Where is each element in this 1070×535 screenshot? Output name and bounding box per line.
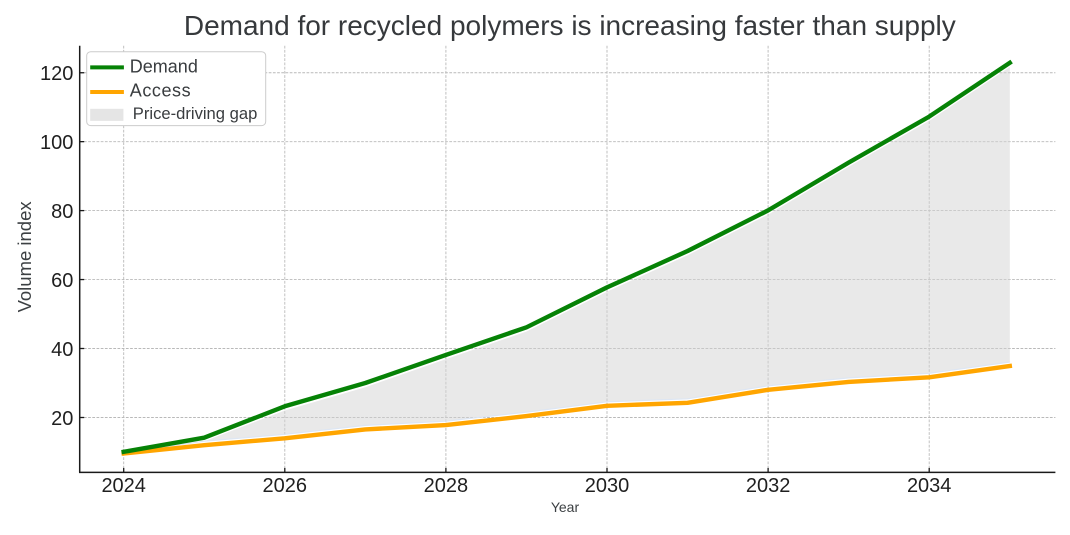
svg-text:40: 40 — [51, 339, 73, 361]
svg-text:2030: 2030 — [585, 475, 630, 497]
svg-text:80: 80 — [51, 201, 73, 223]
svg-text:Volume index: Volume index — [14, 201, 35, 313]
svg-text:Access: Access — [130, 81, 191, 101]
svg-text:2026: 2026 — [263, 475, 308, 497]
svg-text:2024: 2024 — [101, 475, 146, 497]
svg-text:120: 120 — [40, 63, 73, 85]
svg-text:Price-driving gap: Price-driving gap — [133, 104, 258, 123]
svg-text:Demand: Demand — [130, 57, 198, 77]
svg-text:Demand for recycled polymers i: Demand for recycled polymers is increasi… — [184, 10, 956, 41]
svg-text:Year: Year — [551, 499, 580, 515]
svg-text:2034: 2034 — [907, 475, 952, 497]
svg-text:20: 20 — [51, 408, 73, 430]
svg-text:2028: 2028 — [424, 475, 469, 497]
svg-text:2032: 2032 — [746, 475, 791, 497]
svg-text:60: 60 — [51, 270, 73, 292]
svg-text:100: 100 — [40, 132, 73, 154]
